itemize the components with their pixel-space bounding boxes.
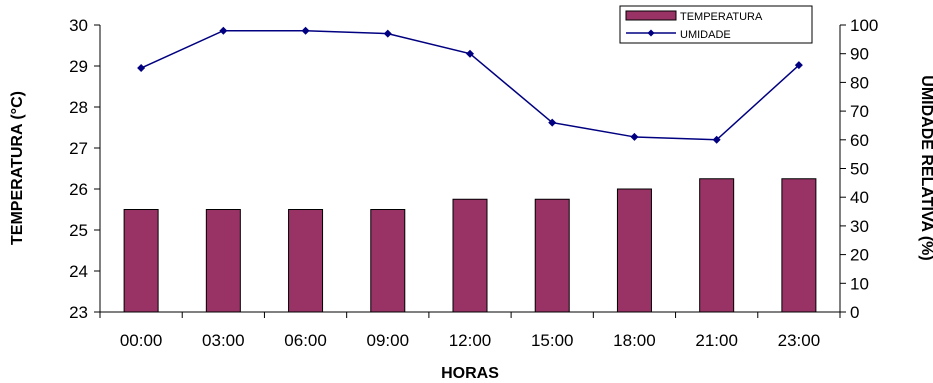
x-tick-label: 23:00 <box>778 331 821 350</box>
left-tick-label: 25 <box>69 221 88 240</box>
x-tick-label: 00:00 <box>120 331 163 350</box>
right-tick-label: 60 <box>850 131 869 150</box>
y2-axis-title: UMIDADE RELATIVA (%) <box>918 75 933 260</box>
axes-group <box>94 24 846 318</box>
bars-group <box>123 178 817 313</box>
bar-06:00 <box>288 209 324 313</box>
left-tick-label: 24 <box>69 262 88 281</box>
left-tick-label: 26 <box>69 180 88 199</box>
x-tick-label: 06:00 <box>284 331 327 350</box>
umidade-point-21:00 <box>712 135 721 144</box>
left-tick-label: 27 <box>69 139 88 158</box>
right-tick-label: 50 <box>850 160 869 179</box>
bar-23:00 <box>781 178 817 313</box>
umidade-point-00:00 <box>137 64 146 73</box>
x-tick-label: 12:00 <box>449 331 492 350</box>
legend-umidade-label: UMIDADE <box>680 29 731 41</box>
bar-21:00 <box>699 178 735 313</box>
umidade-point-06:00 <box>301 26 310 35</box>
legend-bar-swatch <box>625 10 677 21</box>
left-tick-label: 30 <box>69 16 88 35</box>
x-tick-label: 18:00 <box>613 331 656 350</box>
right-tick-label: 30 <box>850 217 869 236</box>
right-tick-label: 20 <box>850 246 869 265</box>
left-tick-label: 28 <box>69 98 88 117</box>
right-tick-label: 80 <box>850 73 869 92</box>
left-tick-labels: 23 24 25 26 27 28 29 30 <box>69 16 88 322</box>
x-tick-label: 15:00 <box>531 331 574 350</box>
x-tick-label: 21:00 <box>695 331 738 350</box>
x-axis-title: HORAS <box>441 365 499 382</box>
x-tick-label: 09:00 <box>367 331 410 350</box>
bar-18:00 <box>616 188 652 313</box>
umidade-point-09:00 <box>383 29 392 38</box>
right-tick-label: 70 <box>850 102 869 121</box>
right-tick-label: 0 <box>850 303 859 322</box>
x-tick-labels: 00:00 03:00 06:00 09:00 12:00 15:00 18:00 21:00… <box>120 331 820 350</box>
bar-00:00 <box>123 209 159 313</box>
umidade-point-23:00 <box>794 61 803 70</box>
legend-temperatura-label: TEMPERATURA <box>680 11 763 23</box>
left-tick-label: 23 <box>69 303 88 322</box>
left-tick-label: 29 <box>69 57 88 76</box>
umidade-line <box>140 29 800 141</box>
bar-09:00 <box>370 209 406 313</box>
legend: TEMPERATURA UMIDADE <box>619 5 813 44</box>
right-tick-label: 40 <box>850 188 869 207</box>
legend-marker-icon <box>647 29 655 37</box>
right-tick-label: 90 <box>850 45 869 64</box>
y-axis-title: TEMPERATURA (°C) <box>9 91 26 245</box>
line-group <box>137 26 803 144</box>
umidade-point-18:00 <box>630 132 639 141</box>
bar-03:00 <box>205 209 241 313</box>
right-tick-labels: 0 10 20 30 40 50 60 70 80 90 100 <box>850 16 878 322</box>
bar-15:00 <box>534 198 570 313</box>
right-tick-label: 100 <box>850 16 878 35</box>
right-tick-label: 10 <box>850 274 869 293</box>
x-tick-label: 03:00 <box>202 331 245 350</box>
umidade-point-15:00 <box>548 118 557 127</box>
umidade-point-03:00 <box>219 26 228 35</box>
umidade-point-12:00 <box>466 49 474 58</box>
bar-12:00 <box>452 198 488 313</box>
